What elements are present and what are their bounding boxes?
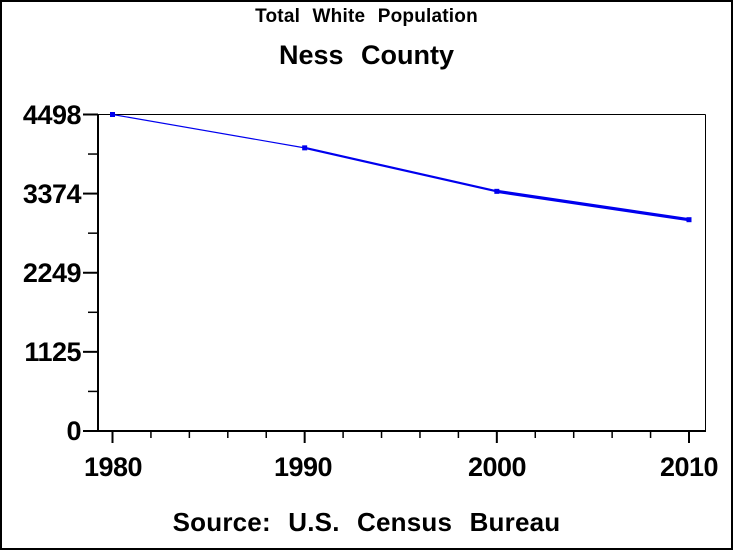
chart-title: Total White Population [255, 6, 478, 27]
x-axis-tick-label: 2000 [467, 452, 527, 482]
data-point-marker [302, 145, 308, 151]
y-axis-tick-label: 0 [66, 416, 81, 446]
y-axis-tick-label: 2249 [22, 258, 82, 288]
x-axis-tick-label: 2010 [659, 452, 719, 482]
y-axis-tick-label: 3374 [22, 179, 82, 209]
line-segment [304, 146, 498, 193]
source-footnote: Source: U.S. Census Bureau [172, 507, 561, 537]
x-axis-tick-label: 1990 [273, 452, 333, 482]
x-axis-tick-label: 1980 [83, 452, 143, 482]
line-segment [496, 189, 690, 222]
y-axis-tick-label: 4498 [22, 100, 82, 130]
y-axis-tick-label: 1125 [24, 337, 81, 367]
data-point-marker [110, 112, 115, 117]
line-segment [112, 113, 305, 149]
data-point-marker [494, 188, 500, 194]
chart-subtitle: Ness County [278, 40, 455, 70]
data-point-marker [686, 217, 692, 223]
